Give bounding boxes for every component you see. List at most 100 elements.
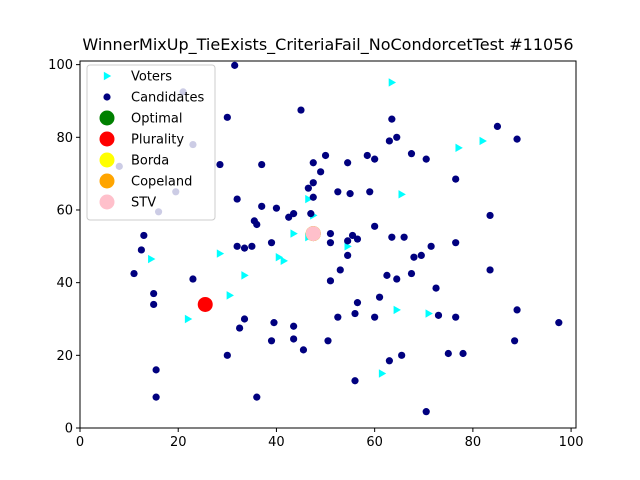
legend-item-plurality: Plurality — [99, 131, 184, 148]
candidate-point — [427, 242, 435, 250]
candidate-point — [422, 155, 430, 163]
legend-item-borda: Borda — [99, 152, 169, 169]
voter-point — [275, 253, 284, 262]
voter-point — [226, 291, 234, 300]
voter-point — [455, 143, 463, 153]
candidate-point — [486, 211, 494, 220]
legend-label: Candidates — [131, 91, 204, 106]
voter-point — [378, 369, 387, 378]
candidate-point — [236, 324, 244, 332]
legend-item-optimal: Optimal — [99, 110, 182, 127]
candidate-point — [152, 393, 160, 401]
legend-marker — [99, 110, 115, 126]
candidate-point — [137, 246, 145, 254]
candidate-point — [422, 408, 430, 416]
candidate-point — [140, 231, 148, 240]
candidate-point — [304, 184, 312, 192]
candidate-point — [344, 237, 352, 245]
plot-area — [115, 61, 563, 416]
candidate-point — [334, 313, 342, 321]
candidate-point — [493, 122, 502, 131]
candidate-point — [309, 179, 317, 187]
legend-label: Copeland — [131, 175, 192, 190]
voter-point — [241, 271, 249, 280]
voter-point — [290, 229, 298, 238]
candidate-point — [344, 251, 352, 260]
candidate-point — [321, 151, 330, 160]
candidate-point — [393, 275, 401, 283]
legend-marker — [103, 93, 111, 101]
candidate-point — [324, 337, 332, 345]
legend-label: STV — [131, 196, 156, 211]
candidate-point — [371, 313, 379, 321]
candidate-point — [326, 239, 335, 247]
x-tick-label: 40 — [268, 435, 285, 450]
candidate-point — [309, 193, 317, 201]
candidate-point — [486, 266, 494, 274]
series-candidates — [115, 61, 563, 416]
candidate-point — [407, 150, 416, 158]
candidate-point — [353, 235, 362, 243]
candidate-point — [452, 239, 460, 247]
candidate-point — [231, 61, 239, 69]
legend-box — [86, 64, 216, 221]
voter-point — [393, 305, 401, 315]
legend-marker — [99, 173, 115, 189]
candidate-point — [334, 188, 342, 196]
candidate-point — [388, 115, 396, 123]
stv-winner-point — [305, 226, 321, 242]
candidate-point — [290, 210, 298, 218]
chart-title: WinnerMixUp_TieExists_CriteriaFail_NoCon… — [82, 35, 573, 55]
candidate-point — [189, 275, 197, 283]
candidate-point — [253, 393, 261, 401]
y-tick-label: 100 — [48, 58, 73, 73]
candidate-point — [285, 213, 293, 221]
candidate-point — [555, 319, 563, 327]
legend-label: Optimal — [131, 112, 182, 127]
legend-item-stv: STV — [99, 194, 156, 211]
candidate-point — [511, 337, 519, 345]
candidate-point — [233, 195, 241, 203]
candidate-point — [375, 293, 384, 301]
candidate-point — [351, 377, 359, 385]
candidate-point — [385, 137, 393, 145]
legend: Voters Candidates Optimal Plurality Borda Cop… — [86, 64, 216, 221]
candidate-point — [150, 300, 158, 309]
candidate-point — [400, 233, 408, 241]
candidate-point — [351, 309, 359, 318]
candidate-point — [444, 349, 452, 358]
candidate-point — [307, 210, 315, 218]
candidate-point — [459, 349, 467, 358]
legend-label: Voters — [131, 70, 172, 85]
candidate-point — [290, 335, 298, 343]
candidate-point — [513, 135, 521, 143]
candidate-point — [348, 231, 357, 240]
candidate-point — [513, 306, 521, 314]
legend-marker — [103, 71, 112, 81]
legend-label: Borda — [131, 154, 169, 169]
candidate-point — [223, 351, 231, 359]
candidate-point — [366, 188, 374, 196]
candidate-point — [297, 106, 305, 114]
candidate-point — [385, 357, 393, 365]
candidate-point — [233, 242, 241, 250]
candidate-point — [248, 242, 256, 250]
candidate-point — [267, 239, 276, 247]
legend-label: Plurality — [131, 133, 184, 148]
legend-item-voters: Voters — [103, 70, 172, 85]
x-tick-label: 80 — [465, 435, 482, 450]
candidate-point — [398, 351, 406, 359]
candidate-point — [326, 229, 335, 238]
candidate-point — [383, 271, 391, 279]
candidate-point — [452, 175, 460, 183]
candidate-point — [407, 269, 416, 278]
candidate-point — [417, 251, 425, 260]
x-tick-label: 60 — [366, 435, 383, 450]
y-tick-label: 80 — [56, 131, 73, 146]
candidate-point — [216, 160, 224, 169]
candidate-point — [353, 299, 362, 307]
candidate-point — [346, 190, 354, 198]
candidate-point — [130, 269, 138, 278]
candidate-point — [240, 315, 249, 323]
